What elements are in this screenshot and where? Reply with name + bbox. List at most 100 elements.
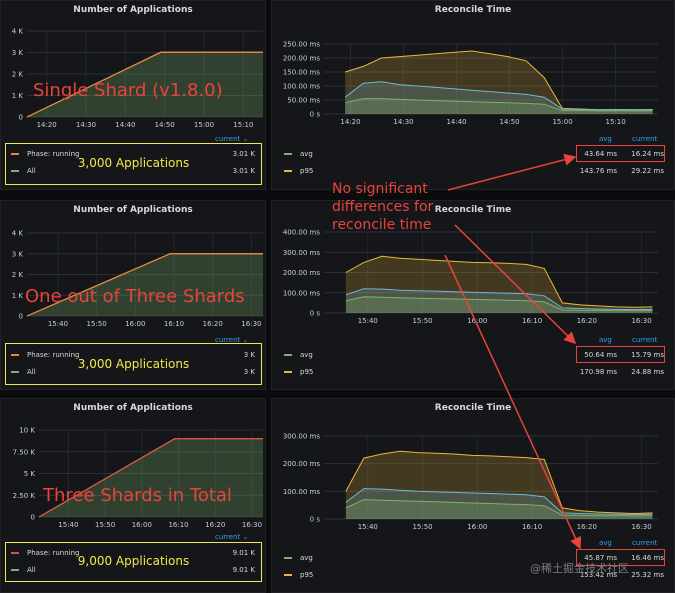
legend-swatch-running	[11, 552, 19, 554]
y-tick-label: 3 K	[12, 250, 24, 258]
x-tick-label: 14:40	[446, 118, 466, 126]
y-tick-label: 2 K	[12, 71, 24, 79]
legend-current-value: 16.46 ms	[631, 554, 664, 562]
x-tick-label: 15:50	[412, 317, 432, 325]
legend-avg-value: 153.42 ms	[579, 571, 617, 579]
series-p95-area	[345, 51, 653, 114]
legend-avg-value: 43.64 ms	[584, 150, 617, 158]
x-tick-label: 16:00	[467, 317, 487, 325]
x-tick-label: 15:40	[358, 523, 378, 531]
legend-header-current[interactable]: current	[632, 336, 658, 344]
x-tick-label: 15:40	[358, 317, 378, 325]
legend-item-p95[interactable]: p95	[284, 167, 313, 175]
highlight-box	[576, 346, 665, 363]
legend-item-avg[interactable]: avg	[284, 150, 313, 158]
annotation-text: No significant differences for reconcile…	[332, 180, 433, 234]
x-tick-label: 15:40	[58, 521, 78, 529]
legend-header-current[interactable]: current	[632, 135, 658, 143]
legend-header-avg[interactable]: avg	[599, 135, 612, 143]
legend-swatch-p95	[284, 574, 292, 576]
applications-count-box	[5, 542, 262, 582]
y-tick-label: 50.00 ms	[287, 97, 320, 105]
highlight-box	[576, 145, 665, 162]
chart-apps-one-shard: 0 1 K 2 K 3 K 4 K 15:40 15:50 16:00 16:10 16:20 16…	[12, 230, 263, 328]
y-tick-label: 2 K	[12, 271, 24, 279]
legend-item-running[interactable]: Phase: running	[11, 351, 80, 359]
y-tick-label: 300.00 ms	[283, 433, 321, 441]
x-tick-label: 14:50	[499, 118, 519, 126]
x-tick-label: 16:10	[164, 320, 184, 328]
x-tick-label: 16:20	[577, 317, 597, 325]
panel-title: Reconcile Time	[434, 205, 512, 215]
y-tick-label: 150.00 ms	[283, 69, 321, 77]
legend-item-avg[interactable]: avg	[284, 554, 313, 562]
legend-current-value: 24.88 ms	[631, 368, 664, 376]
y-tick-label: 0	[19, 114, 23, 122]
highlight-box	[576, 549, 665, 566]
x-tick-label: 16:10	[522, 523, 542, 531]
legend-header-avg[interactable]: avg	[599, 336, 612, 344]
series-area-all	[27, 253, 263, 316]
legend-current-value: 25.32 ms	[631, 571, 664, 579]
y-tick-label: 250.00 ms	[283, 41, 321, 49]
legend-swatch-all	[11, 170, 19, 172]
applications-count-box	[5, 143, 262, 185]
y-tick-label: 400.00 ms	[283, 229, 321, 237]
x-tick-label: 15:00	[552, 118, 572, 126]
y-tick-label: 0	[31, 514, 35, 522]
legend-item-all[interactable]: All	[11, 566, 36, 574]
x-tick-label: 15:10	[605, 118, 625, 126]
x-tick-label: 15:10	[233, 121, 253, 129]
watermark: @稀土掘金技术社区	[530, 562, 629, 575]
x-tick-label: 16:10	[522, 317, 542, 325]
legend-swatch-avg	[284, 153, 292, 155]
x-tick-label: 14:20	[340, 118, 360, 126]
y-tick-label: 2.50 K	[13, 492, 36, 500]
x-tick-label: 16:00	[467, 523, 487, 531]
legend-header-current[interactable]: current	[632, 539, 658, 547]
x-tick-label: 15:50	[412, 523, 432, 531]
legend-header-current[interactable]: current ⌄	[215, 135, 249, 143]
legend-item-avg[interactable]: avg	[284, 351, 313, 359]
legend-item-p95[interactable]: p95	[284, 571, 313, 579]
series-avg-area	[345, 98, 653, 114]
legend-swatch-running	[11, 354, 19, 356]
legend-header-current[interactable]: current ⌄	[215, 336, 249, 344]
y-tick-label: 1 K	[12, 92, 24, 100]
x-tick-label: 16:30	[631, 317, 651, 325]
y-tick-label: 200.00 ms	[283, 269, 321, 277]
series-avg-upper-area	[345, 81, 653, 114]
legend-value-all: 3 K	[243, 368, 255, 376]
series-avg-upper-line	[344, 81, 653, 111]
panel-title: Reconcile Time	[434, 5, 512, 15]
series-line-running	[26, 51, 263, 118]
legend-header-current[interactable]: current ⌄	[215, 533, 249, 541]
legend-current-value: 16.24 ms	[631, 150, 664, 158]
legend-header-avg[interactable]: avg	[599, 539, 612, 547]
legend-item-all[interactable]: All	[11, 368, 36, 376]
x-tick-label: 16:10	[168, 521, 188, 529]
legend-value-running: 3.01 K	[232, 150, 255, 158]
legend-avg-value: 45.87 ms	[584, 554, 617, 562]
legend-swatch-running	[11, 153, 19, 155]
legend-current-value: 29.22 ms	[631, 167, 664, 175]
x-tick-label: 16:00	[125, 320, 145, 328]
x-tick-label: 16:30	[631, 523, 651, 531]
legend-item-p95[interactable]: p95	[284, 368, 313, 376]
x-tick-label: 15:50	[87, 320, 107, 328]
annotation-line: reconcile time	[332, 217, 432, 233]
legend-item-running[interactable]: Phase: running	[11, 549, 80, 557]
legend-value-all: 3.01 K	[232, 167, 255, 175]
y-tick-label: 0	[19, 313, 23, 321]
panel-title: Number of Applications	[73, 205, 193, 215]
y-tick-label: 100.00 ms	[283, 488, 321, 496]
x-tick-label: 15:40	[48, 320, 68, 328]
legend-item-all[interactable]: All	[11, 167, 36, 175]
x-tick-label: 14:30	[76, 121, 96, 129]
legend-item-running[interactable]: Phase: running	[11, 150, 80, 158]
y-tick-label: 10 K	[19, 427, 35, 435]
legend-swatch-all	[11, 569, 19, 571]
legend-current-value: 15.79 ms	[631, 351, 664, 359]
x-tick-label: 14:30	[393, 118, 413, 126]
applications-count-label: 3,000 Applications	[77, 357, 190, 371]
